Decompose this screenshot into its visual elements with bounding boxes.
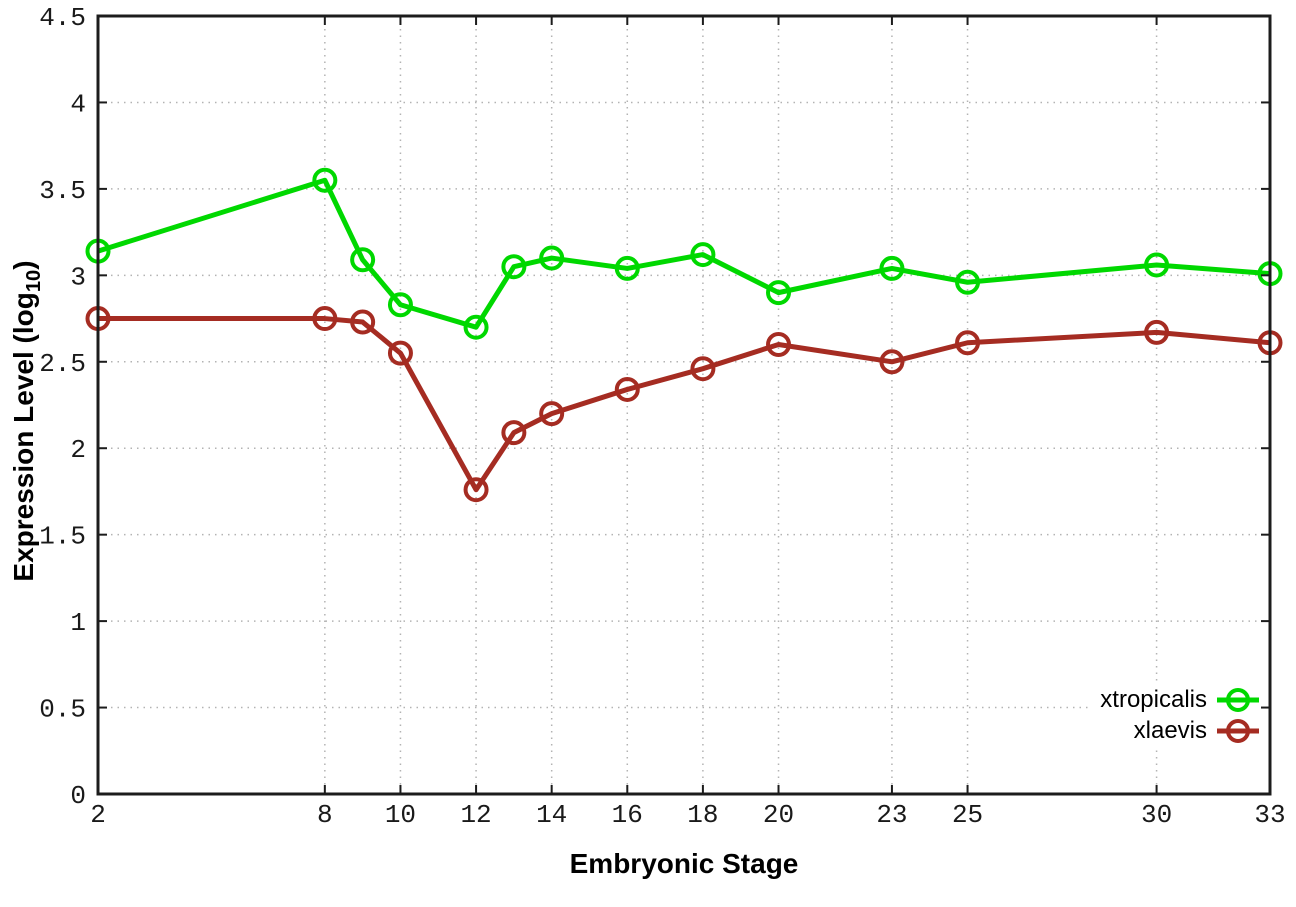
- x-tick-label: 33: [1254, 800, 1285, 830]
- data-point-marker: [614, 255, 640, 281]
- y-axis-title: Expression Level (log10): [8, 260, 46, 581]
- legend-label-xtropicalis: xtropicalis: [1100, 685, 1207, 713]
- data-point-marker: [879, 255, 905, 281]
- y-axis-title-text: Expression Level (log: [8, 292, 40, 582]
- x-axis-title: Embryonic Stage: [569, 848, 799, 879]
- y-axis-title-subscript: 10: [22, 269, 45, 293]
- x-tick-label: 16: [612, 800, 643, 830]
- y-tick-label: 3: [70, 262, 86, 292]
- data-point-marker: [614, 376, 640, 402]
- data-point-marker: [690, 356, 716, 382]
- data-point-marker: [955, 330, 981, 356]
- data-point-marker: [501, 420, 527, 446]
- x-tick-label: 12: [460, 800, 491, 830]
- y-tick-labels: 0 0.5 1 1.5 2 2.5 3 3.5 4 4.5: [39, 3, 86, 811]
- legend-item-xlaevis: xlaevis: [1100, 715, 1260, 746]
- x-tick-label: 18: [687, 800, 718, 830]
- data-point-marker: [539, 245, 565, 271]
- y-tick-label: 4.5: [39, 3, 86, 33]
- gridlines: [98, 16, 1270, 794]
- x-tick-label: 2: [90, 800, 106, 830]
- data-point-marker: [350, 309, 376, 335]
- data-point-marker: [350, 247, 376, 273]
- series-xtropicalis: [85, 167, 1283, 340]
- x-tick-label: 25: [952, 800, 983, 830]
- series-xlaevis: [85, 306, 1283, 503]
- data-point-marker: [463, 314, 489, 340]
- tick-marks: [97, 15, 1271, 795]
- data-point-marker: [955, 269, 981, 295]
- x-tick-label: 10: [385, 800, 416, 830]
- y-axis-title-close: ): [8, 260, 40, 270]
- y-tick-label: 2: [70, 435, 86, 465]
- x-tick-label: 8: [317, 800, 333, 830]
- line-point-sample-icon: [1217, 687, 1259, 712]
- legend-item-xtropicalis: xtropicalis: [1100, 684, 1260, 715]
- data-point-marker: [501, 254, 527, 280]
- data-point-marker: [312, 167, 338, 193]
- data-point-marker: [879, 349, 905, 375]
- data-point-marker: [312, 306, 338, 332]
- legend: xtropicalis xlaevis: [1092, 684, 1260, 746]
- x-tick-label: 14: [536, 800, 567, 830]
- y-tick-label: 2.5: [39, 349, 86, 379]
- line-point-sample-icon: [1217, 718, 1259, 743]
- x-tick-label: 30: [1141, 800, 1172, 830]
- y-tick-label: 4: [70, 89, 86, 119]
- y-tick-label: 1.5: [39, 522, 86, 552]
- data-point-marker: [1144, 252, 1170, 278]
- data-point-marker: [766, 331, 792, 357]
- y-tick-label: 3.5: [39, 176, 86, 206]
- data-point-marker: [539, 401, 565, 427]
- data-point-marker: [690, 242, 716, 268]
- data-point-marker: [387, 340, 413, 366]
- x-tick-labels: 2 8 10 12 14 16 18 20 23 25 30 33: [90, 800, 1285, 830]
- data-point-marker: [1144, 319, 1170, 345]
- y-tick-label: 1: [70, 608, 86, 638]
- y-tick-label: 0.5: [39, 695, 86, 725]
- series-line: [98, 316, 1271, 493]
- series-line: [97, 177, 1271, 330]
- data-point-marker: [387, 292, 413, 318]
- x-tick-label: 23: [876, 800, 907, 830]
- legend-label-xlaevis: xlaevis: [1133, 716, 1207, 744]
- y-tick-label: 0: [70, 781, 86, 811]
- x-tick-label: 20: [763, 800, 794, 830]
- data-point-marker: [766, 280, 792, 306]
- plot-border: [96, 14, 1272, 796]
- data-point-marker: [463, 477, 489, 503]
